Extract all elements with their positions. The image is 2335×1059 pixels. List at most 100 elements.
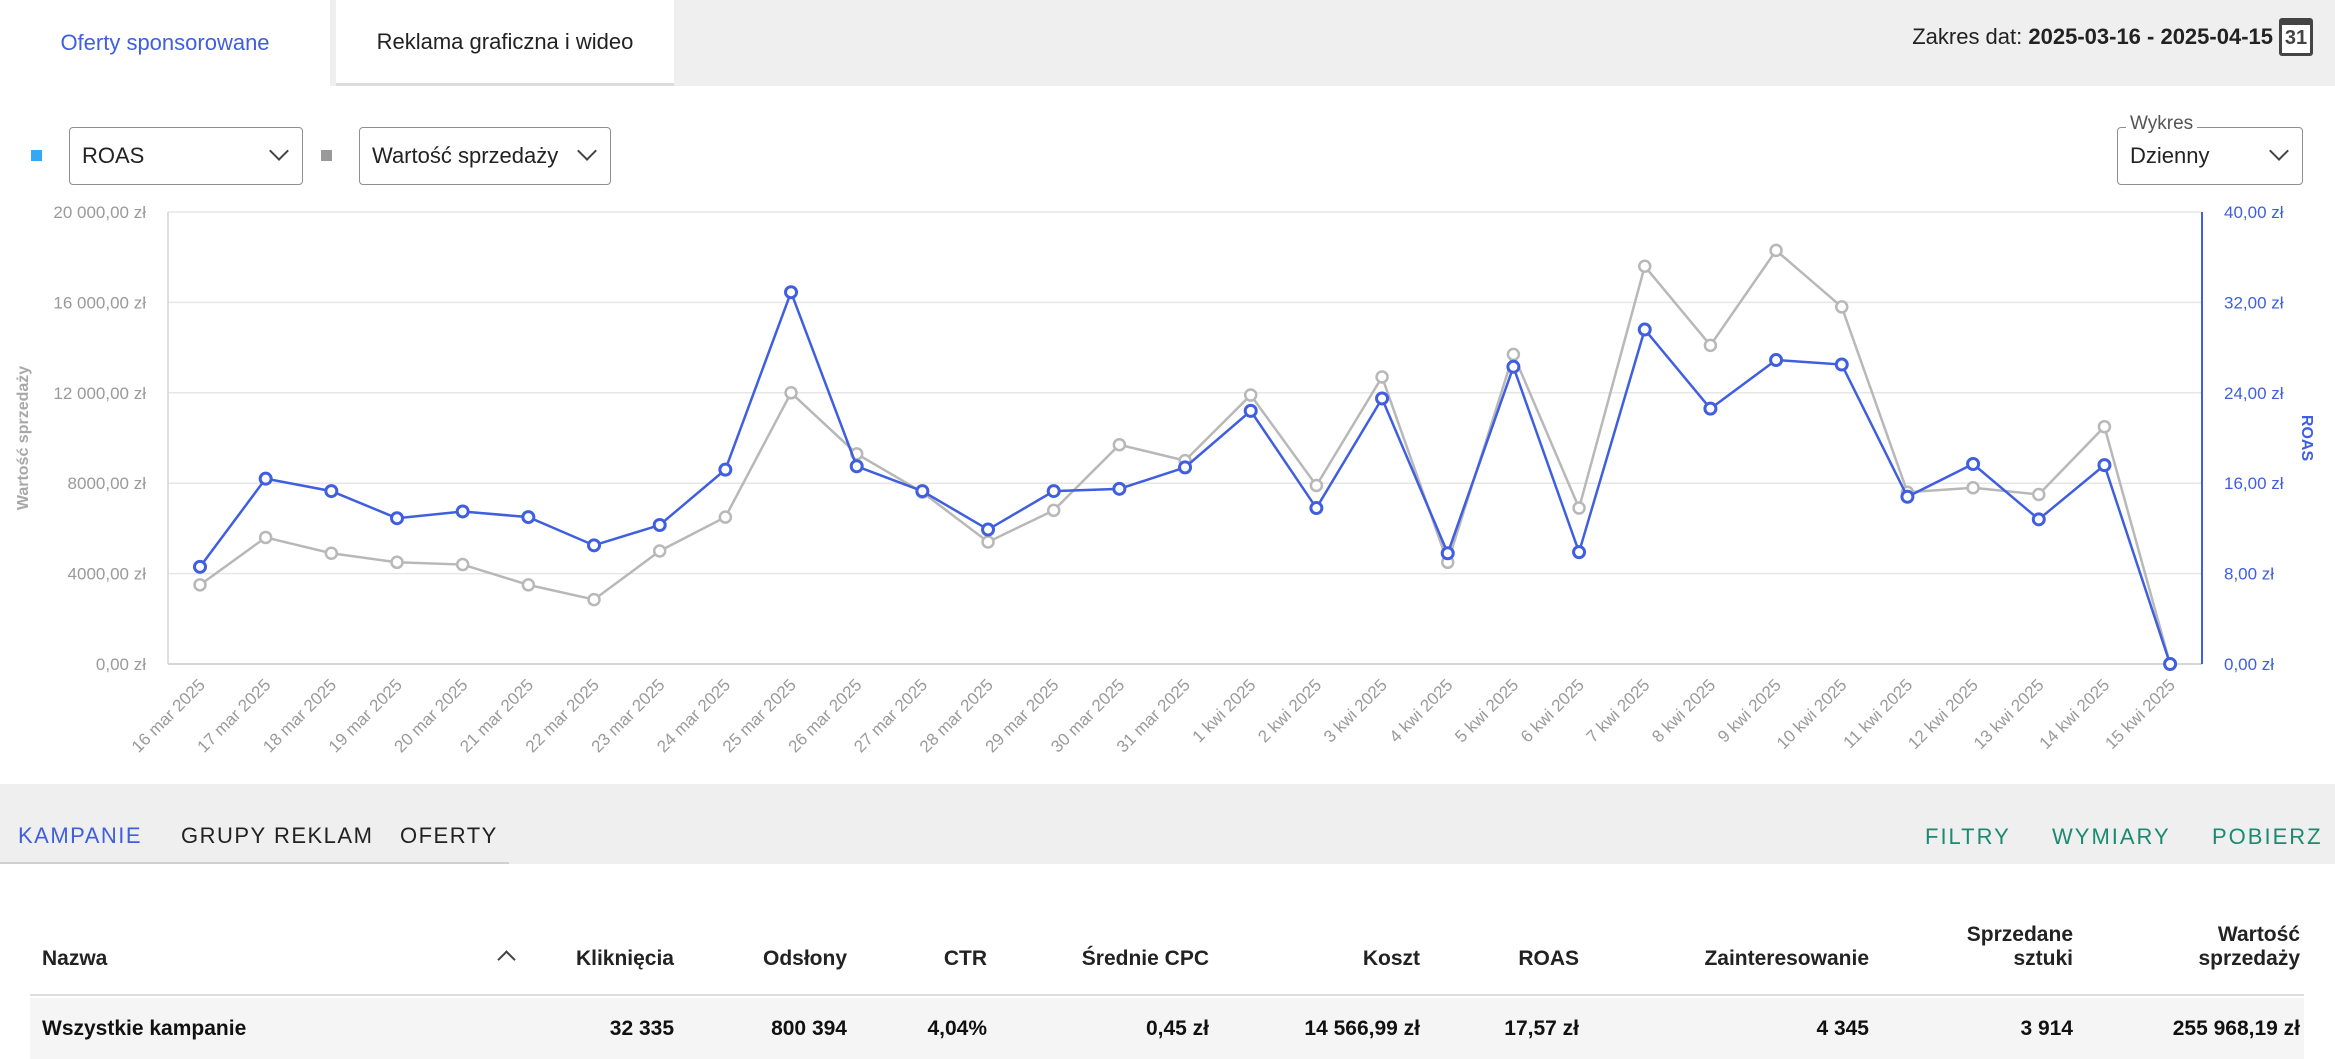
col-impressions-header[interactable]: Odsłony: [762, 947, 847, 970]
col-units-header-line2: sztuki: [2013, 947, 2073, 970]
x-axis-tick-label: 9 kwi 2025: [1714, 675, 1785, 746]
sales-data-point: [1112, 438, 1127, 452]
chevron-down-icon: [2269, 141, 2289, 161]
roas-data-point: [1572, 545, 1587, 560]
roas-data-point: [1703, 401, 1718, 416]
x-axis-tick-label: 10 kwi 2025: [1773, 675, 1851, 753]
roas-data-point: [915, 484, 930, 499]
cell-ctr: 4,04%: [927, 1017, 987, 1040]
filters-button[interactable]: FILTRY: [1925, 824, 2011, 849]
x-axis-tick-label: 12 kwi 2025: [1904, 675, 1982, 753]
left-axis-tick-label: 20 000,00 zł: [53, 203, 146, 222]
roas-data-point: [981, 522, 996, 537]
cell-interest: 4 345: [1816, 1017, 1869, 1040]
daily-chart: 0,00 zł 0,00 zł 4000,00 zł 8,00 zł 8000,00 z…: [15, 203, 2315, 756]
right-axis-tick-label: 24,00 zł: [2224, 384, 2284, 403]
right-axis-title: ROAS: [2298, 415, 2315, 462]
sales-data-point: [1572, 501, 1586, 515]
sales-data-point: [1703, 338, 1718, 353]
sales-data-point: [981, 535, 995, 549]
x-axis-tick-label: 4 kwi 2025: [1386, 675, 1457, 746]
sales-data-point: [1046, 503, 1061, 518]
right-axis-tick-label: 32,00 zł: [2224, 293, 2284, 312]
sales-data-point: [1966, 480, 1980, 495]
roas-data-point: [2031, 512, 2046, 527]
roas-data-point: [1243, 403, 1258, 418]
left-axis-tick-label: 12 000,00 zł: [53, 384, 146, 403]
roas-data-point: [1178, 460, 1193, 475]
col-roas-header[interactable]: ROAS: [1518, 947, 1579, 970]
col-value-header[interactable]: Wartość sprzedaży: [2198, 923, 2300, 971]
chevron-down-icon: [269, 141, 289, 161]
right-axis-tick-label: 8,00 zł: [2224, 565, 2274, 584]
cell-cost: 14 566,99 zł: [1304, 1017, 1420, 1040]
download-button[interactable]: POBIERZ: [2212, 824, 2323, 849]
cell-roas: 17,57 zł: [1504, 1017, 1579, 1040]
sales-data-point: [1243, 388, 1258, 402]
col-interest-header[interactable]: Zainteresowanie: [1704, 947, 1869, 970]
col-avg-cpc-header[interactable]: Średnie CPC: [1081, 947, 1209, 970]
x-axis-tick-label: 13 kwi 2025: [1970, 675, 2048, 753]
roas-data-point: [193, 559, 207, 574]
chart-granularity-select[interactable]: Dzienny: [2117, 127, 2303, 185]
sales-data-point: [324, 546, 339, 561]
metric-left-select[interactable]: ROAS: [69, 127, 303, 185]
sales-data-point: [258, 530, 273, 545]
cell-units: 3 914: [2020, 1017, 2073, 1040]
roas-data-point: [521, 510, 536, 525]
col-cost-header[interactable]: Koszt: [1362, 947, 1420, 970]
dimensions-button[interactable]: WYMIARY: [2052, 824, 2171, 849]
x-axis-tick-label: 1 kwi 2025: [1189, 675, 1260, 746]
metric-right-value: Wartość sprzedaży: [372, 143, 559, 168]
col-value-header-line2: sprzedaży: [2198, 947, 2300, 970]
tab-sponsored-offers[interactable]: Oferty sponsorowane: [0, 0, 330, 86]
chart-granularity-value: Dzienny: [2130, 143, 2210, 168]
tab-ad-groups[interactable]: GRUPY REKLAM: [181, 823, 374, 848]
x-axis-tick-label: 8 kwi 2025: [1648, 675, 1719, 746]
tab-display-video-ads[interactable]: Reklama graficzna i wideo: [336, 0, 674, 86]
campaigns-table: Nazwa Kliknięcia Odsłony CTR Średnie CPC…: [0, 864, 2335, 1059]
x-axis-tick-label: 5 kwi 2025: [1451, 675, 1522, 746]
sort-ascending-icon[interactable]: [497, 950, 516, 969]
sales-data-point: [1309, 478, 1324, 493]
calendar-icon[interactable]: 31: [2279, 18, 2313, 56]
col-name-header[interactable]: Nazwa: [42, 947, 108, 970]
tab-offers[interactable]: OFERTY: [400, 823, 498, 848]
x-axis-tick-label: 14 kwi 2025: [2036, 675, 2114, 753]
left-axis-tick-label: 0,00 zł: [96, 655, 146, 674]
sales-data-point: [1835, 300, 1849, 314]
right-axis-tick-label: 16,00 zł: [2224, 474, 2284, 493]
roas-data-point: [2097, 458, 2112, 473]
x-axis-tick-label: 6 kwi 2025: [1517, 675, 1588, 746]
table-row-total[interactable]: Wszystkie kampanie 32 335 800 394 4,04% …: [30, 998, 2304, 1059]
roas-data-point: [849, 459, 864, 474]
col-value-header-line1: Wartość: [2217, 923, 2300, 946]
roas-data-point: [390, 511, 405, 526]
roas-data-point: [2163, 657, 2178, 671]
sales-legend-square: [321, 150, 332, 161]
metric-right-select[interactable]: Wartość sprzedaży: [359, 127, 611, 185]
subnav-tabs-underline: [0, 784, 509, 864]
date-range-value: 2025-03-16 - 2025-04-15: [2028, 24, 2273, 49]
table-header: Nazwa Kliknięcia Odsłony CTR Średnie CPC…: [30, 920, 2304, 996]
sales-data-point: [1375, 370, 1389, 384]
roas-legend-square: [31, 150, 42, 161]
x-axis-tick-label: 3 kwi 2025: [1320, 675, 1391, 746]
roas-data-point: [1046, 484, 1061, 499]
tab-campaigns[interactable]: KAMPANIE: [18, 823, 143, 848]
roas-data-point: [1834, 357, 1849, 372]
left-axis-tick-label: 8000,00 zł: [68, 474, 147, 493]
cell-clicks: 32 335: [609, 1017, 674, 1040]
roas-data-point: [1375, 391, 1390, 406]
left-axis-title: Wartość sprzedaży: [15, 366, 32, 510]
col-ctr-header[interactable]: CTR: [943, 947, 987, 970]
col-units-header[interactable]: Sprzedane sztuki: [1967, 923, 2073, 971]
sales-data-point: [390, 555, 404, 570]
col-clicks-header[interactable]: Kliknięcia: [575, 947, 674, 970]
top-bar: Oferty sponsorowane Reklama graficzna i …: [0, 0, 2335, 86]
date-range-picker[interactable]: Zakres dat: 2025-03-16 - 2025-04-15: [1912, 24, 2273, 50]
roas-data-point: [784, 285, 799, 300]
roas-data-point: [1309, 501, 1324, 516]
roas-data-point: [324, 484, 339, 499]
roas-data-point: [652, 518, 667, 533]
